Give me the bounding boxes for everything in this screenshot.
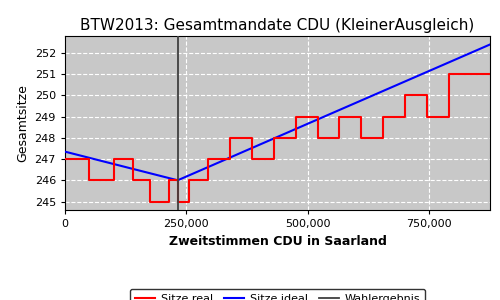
- Y-axis label: Gesamtsitze: Gesamtsitze: [16, 84, 29, 162]
- X-axis label: Zweitstimmen CDU in Saarland: Zweitstimmen CDU in Saarland: [168, 235, 386, 248]
- Title: BTW2013: Gesamtmandate CDU (KleinerAusgleich): BTW2013: Gesamtmandate CDU (KleinerAusgl…: [80, 18, 474, 33]
- Legend: Sitze real, Sitze ideal, Wahlergebnis: Sitze real, Sitze ideal, Wahlergebnis: [130, 289, 426, 300]
